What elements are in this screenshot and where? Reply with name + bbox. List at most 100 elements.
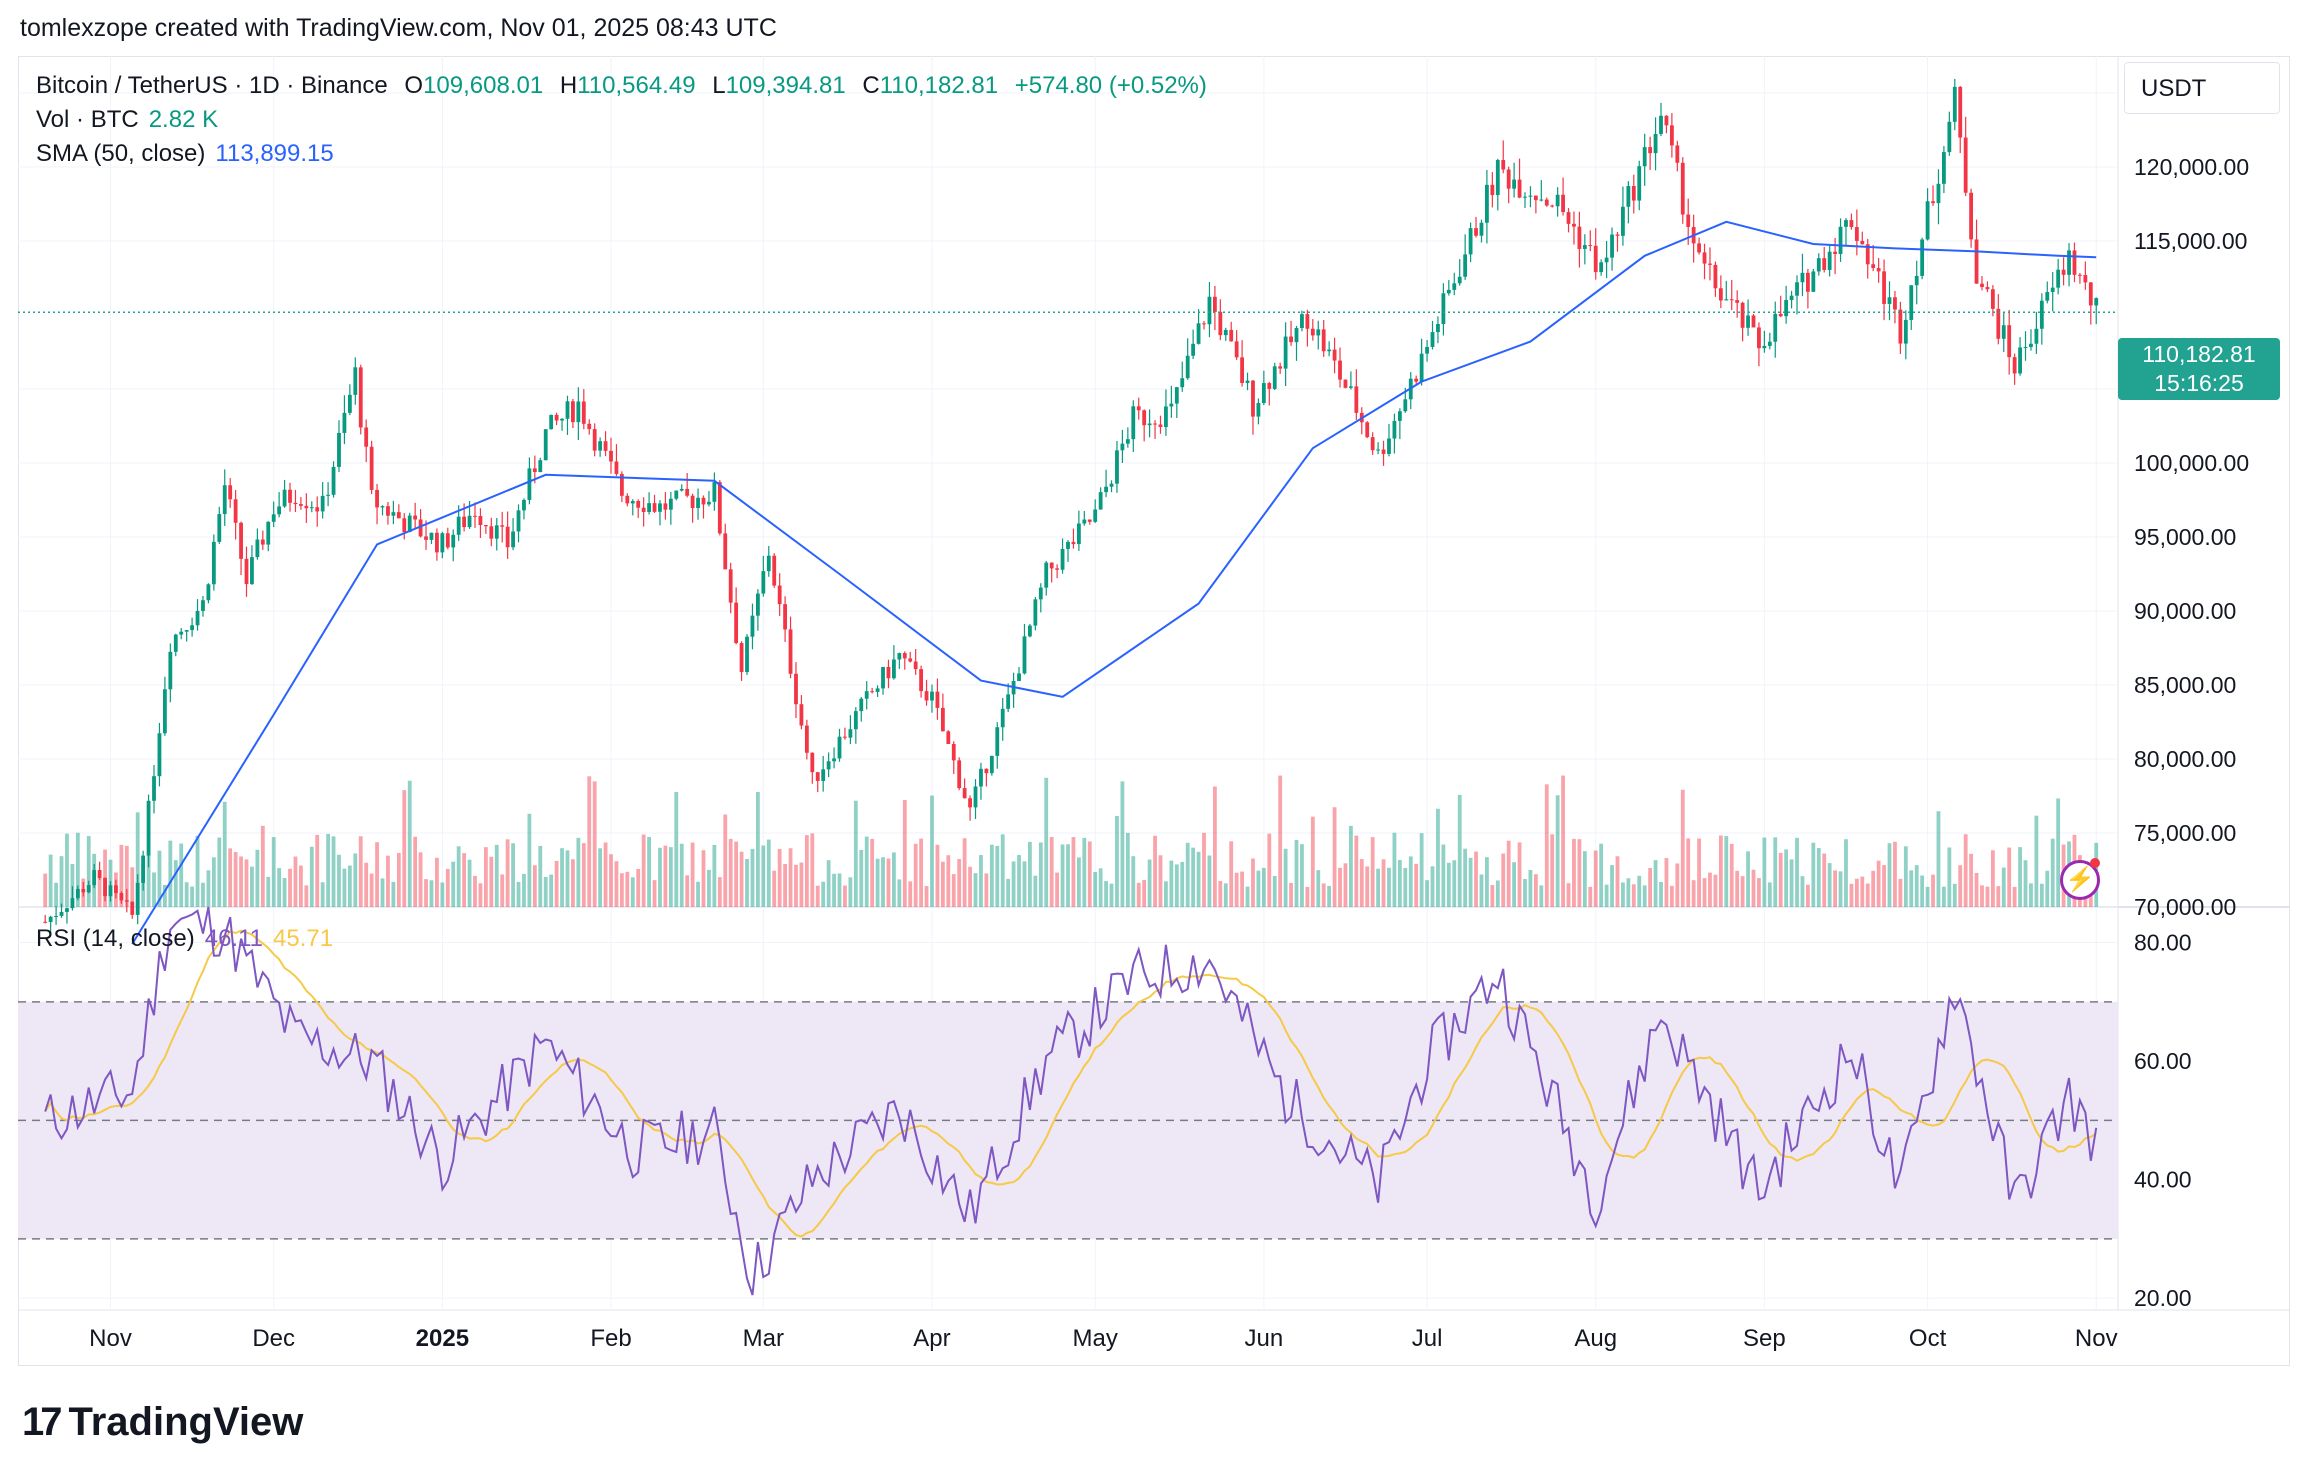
volume-bar xyxy=(1169,860,1174,907)
candle-body xyxy=(1811,271,1816,292)
volume-bar xyxy=(326,833,331,907)
candle-body xyxy=(1969,192,1974,240)
candle-body xyxy=(124,900,129,902)
sma-line xyxy=(131,220,2097,945)
candle-body xyxy=(1909,285,1914,320)
candle-body xyxy=(1354,386,1359,413)
candle-body xyxy=(342,412,347,433)
candle-body xyxy=(1376,449,1381,451)
candle-body xyxy=(1202,323,1206,325)
candle-body xyxy=(777,585,782,605)
volume-bar xyxy=(233,852,238,907)
time-tick-label: Jun xyxy=(1245,1325,1284,1352)
volume-bar xyxy=(1708,872,1712,907)
candle-body xyxy=(1109,483,1114,487)
volume-bar xyxy=(1408,856,1413,907)
volume-bar xyxy=(1811,842,1816,907)
volume-bar xyxy=(168,840,173,907)
volume-bar xyxy=(1185,842,1190,907)
price-tick-label: 115,000.00 xyxy=(2134,228,2247,254)
candle-body xyxy=(255,539,260,558)
candle-body xyxy=(75,888,80,899)
candle-body xyxy=(984,768,989,774)
candle-body xyxy=(1833,251,1838,254)
candle-body xyxy=(1724,299,1729,301)
volume-bar xyxy=(494,844,499,907)
volume-bar xyxy=(146,854,151,907)
candle-body xyxy=(581,401,586,424)
volume-bar xyxy=(1425,880,1429,907)
candle-body xyxy=(1229,329,1234,342)
candle-body xyxy=(1876,268,1881,272)
volume-bar xyxy=(1153,835,1157,907)
candle-body xyxy=(1261,383,1266,404)
candle-body xyxy=(848,729,853,738)
candle-body xyxy=(1893,297,1897,310)
candle-body xyxy=(293,502,298,505)
volume-bar xyxy=(1436,808,1440,907)
volume-bar xyxy=(571,859,575,907)
candle-body xyxy=(1757,327,1761,349)
candle-body xyxy=(1664,115,1669,126)
notification-dot-icon xyxy=(2090,858,2100,868)
candle-body xyxy=(1816,258,1821,272)
symbol-label[interactable]: Bitcoin / TetherUS · 1D · Binance xyxy=(36,72,388,99)
alert-bolt-icon[interactable]: ⚡ xyxy=(2060,860,2100,900)
time-tick-label: Mar xyxy=(743,1325,784,1352)
volume-bar xyxy=(190,886,194,907)
volume-bar xyxy=(886,858,891,907)
candle-body xyxy=(1860,240,1865,245)
volume-bar xyxy=(1767,882,1772,907)
candle-body xyxy=(1082,519,1087,524)
candle-body xyxy=(2072,250,2077,275)
candle-body xyxy=(1523,196,1527,198)
candle-body xyxy=(1278,366,1283,369)
volume-bar xyxy=(97,874,102,907)
volume-bar xyxy=(804,835,809,907)
volume-bar xyxy=(788,848,793,907)
rsi-line xyxy=(44,906,2098,1296)
volume-label[interactable]: Vol · BTC xyxy=(36,106,139,133)
candle-body xyxy=(1740,302,1745,328)
candle-body xyxy=(2012,357,2017,374)
candle-body xyxy=(168,651,173,690)
rsi-label[interactable]: RSI (14, close) xyxy=(36,925,195,952)
candle-body xyxy=(1528,195,1533,197)
currency-unit-button[interactable]: USDT xyxy=(2124,62,2280,114)
tradingview-logo-text: TradingView xyxy=(68,1400,304,1444)
candle-body xyxy=(2056,269,2061,288)
sma-label[interactable]: SMA (50, close) xyxy=(36,140,206,167)
volume-bar xyxy=(989,844,994,907)
candle-body xyxy=(1207,296,1212,325)
candle-body xyxy=(1631,186,1636,201)
candle-body xyxy=(946,731,951,744)
volume-bar xyxy=(124,845,129,907)
volume-bar xyxy=(609,854,613,907)
volume-bar xyxy=(1718,835,1723,907)
candle-body xyxy=(603,441,608,451)
volume-bar xyxy=(1104,881,1108,907)
candle-body xyxy=(1795,282,1799,296)
volume-bar xyxy=(445,868,450,907)
volume-bar xyxy=(250,866,254,907)
candle-body xyxy=(1533,195,1538,201)
candle-body xyxy=(250,557,254,585)
volume-bar xyxy=(342,868,347,907)
volume-bar xyxy=(663,845,668,907)
time-axis: Nov Dec 2025 Feb Mar Apr May Jun Jul Aug Sep Oct Nov xyxy=(89,1325,2117,1352)
price-tick-label: 75,000.00 xyxy=(2134,820,2236,846)
volume-bar xyxy=(1762,837,1767,907)
candle-body xyxy=(1338,360,1342,380)
candle-body xyxy=(1272,366,1277,389)
candle-body xyxy=(413,515,418,520)
volume-bar xyxy=(1028,841,1032,907)
volume-bar xyxy=(173,860,178,907)
candle-body xyxy=(1604,257,1609,263)
volume-bar xyxy=(1773,837,1778,907)
candle-body xyxy=(1490,184,1495,196)
candle-body xyxy=(43,921,48,923)
candle-body xyxy=(924,691,929,701)
volume-bar xyxy=(473,875,477,907)
volume-bar xyxy=(1202,832,1206,907)
